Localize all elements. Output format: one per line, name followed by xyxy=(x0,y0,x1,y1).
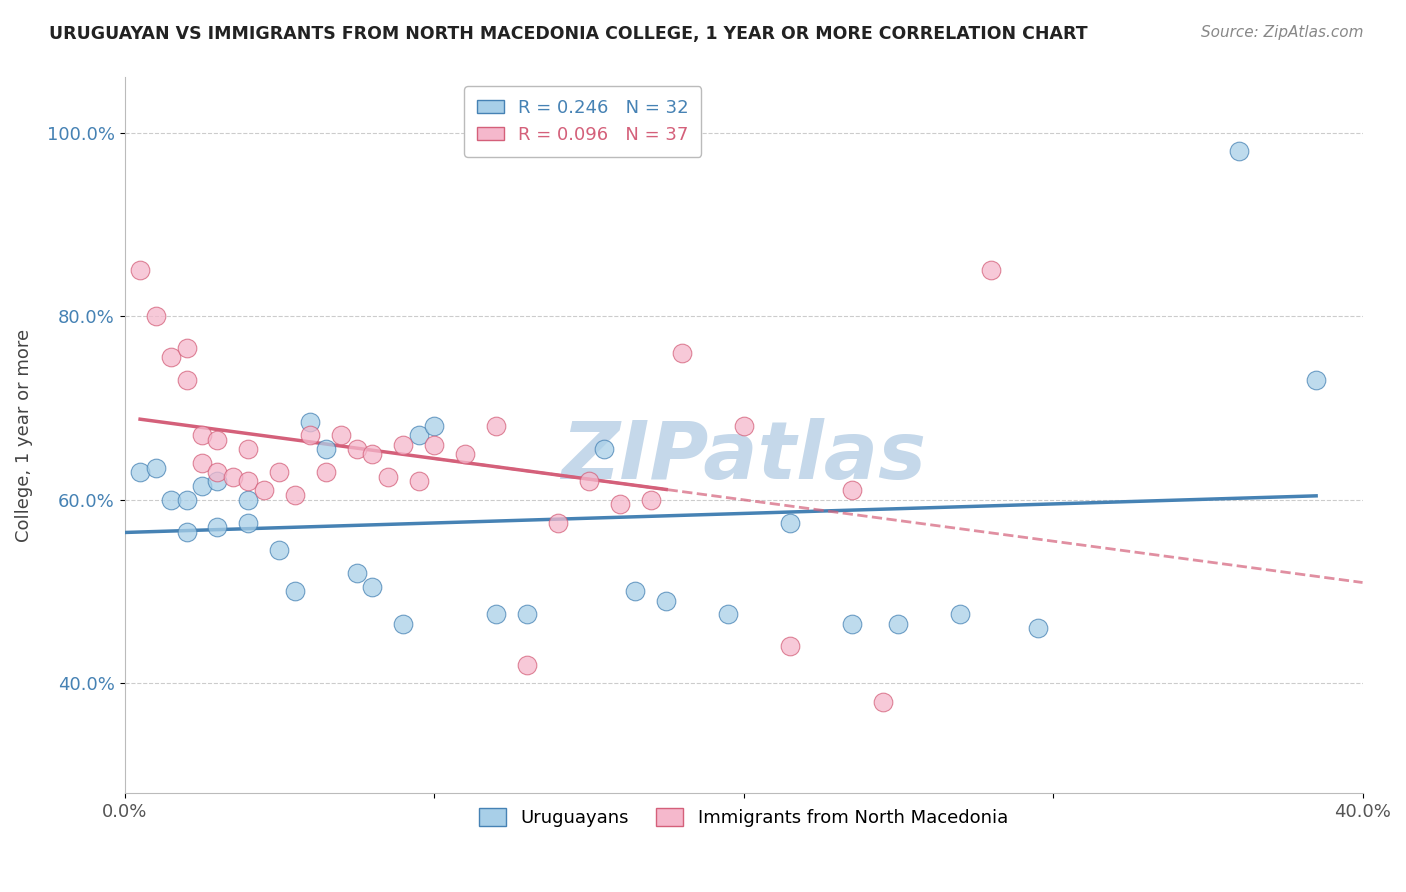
Point xyxy=(145,309,167,323)
Point xyxy=(145,460,167,475)
Point xyxy=(207,520,229,534)
Point xyxy=(624,584,647,599)
Point xyxy=(578,475,600,489)
Point xyxy=(392,616,415,631)
Point xyxy=(238,492,260,507)
Point xyxy=(1026,621,1049,635)
Point xyxy=(408,428,430,442)
Point xyxy=(454,447,477,461)
Point xyxy=(330,428,353,442)
Point xyxy=(593,442,616,457)
Point xyxy=(980,263,1002,277)
Point xyxy=(269,543,291,558)
Point xyxy=(872,695,894,709)
Point xyxy=(485,419,508,434)
Point xyxy=(207,433,229,447)
Point xyxy=(841,616,863,631)
Point xyxy=(1305,373,1327,387)
Point xyxy=(1227,144,1250,158)
Point xyxy=(779,516,801,530)
Point xyxy=(222,469,245,483)
Point xyxy=(191,456,214,470)
Point xyxy=(361,580,384,594)
Point xyxy=(779,640,801,654)
Point xyxy=(841,483,863,498)
Point xyxy=(485,607,508,622)
Text: URUGUAYAN VS IMMIGRANTS FROM NORTH MACEDONIA COLLEGE, 1 YEAR OR MORE CORRELATION: URUGUAYAN VS IMMIGRANTS FROM NORTH MACED… xyxy=(49,25,1088,43)
Point xyxy=(160,492,183,507)
Point xyxy=(640,492,662,507)
Point xyxy=(176,341,198,355)
Point xyxy=(191,428,214,442)
Point xyxy=(160,351,183,365)
Point xyxy=(284,584,307,599)
Point xyxy=(733,419,755,434)
Point xyxy=(361,447,384,461)
Legend: Uruguayans, Immigrants from North Macedonia: Uruguayans, Immigrants from North Macedo… xyxy=(472,801,1015,834)
Point xyxy=(176,524,198,539)
Point xyxy=(238,475,260,489)
Point xyxy=(253,483,276,498)
Point xyxy=(423,419,446,434)
Point xyxy=(671,346,693,360)
Point xyxy=(717,607,740,622)
Point xyxy=(346,566,368,580)
Text: ZIPatlas: ZIPatlas xyxy=(561,417,927,496)
Point xyxy=(516,657,538,672)
Point xyxy=(129,465,152,479)
Point xyxy=(238,442,260,457)
Point xyxy=(207,475,229,489)
Y-axis label: College, 1 year or more: College, 1 year or more xyxy=(15,329,32,542)
Point xyxy=(346,442,368,457)
Point xyxy=(423,437,446,451)
Point xyxy=(392,437,415,451)
Point xyxy=(315,442,337,457)
Point xyxy=(655,593,678,607)
Text: Source: ZipAtlas.com: Source: ZipAtlas.com xyxy=(1201,25,1364,40)
Point xyxy=(547,516,569,530)
Point xyxy=(408,475,430,489)
Point xyxy=(299,415,322,429)
Point xyxy=(887,616,910,631)
Point xyxy=(176,492,198,507)
Point xyxy=(269,465,291,479)
Point xyxy=(129,263,152,277)
Point xyxy=(284,488,307,502)
Point xyxy=(949,607,972,622)
Point xyxy=(609,497,631,511)
Point xyxy=(377,469,399,483)
Point xyxy=(516,607,538,622)
Point xyxy=(238,516,260,530)
Point xyxy=(315,465,337,479)
Point xyxy=(191,479,214,493)
Point xyxy=(207,465,229,479)
Point xyxy=(299,428,322,442)
Point xyxy=(176,373,198,387)
